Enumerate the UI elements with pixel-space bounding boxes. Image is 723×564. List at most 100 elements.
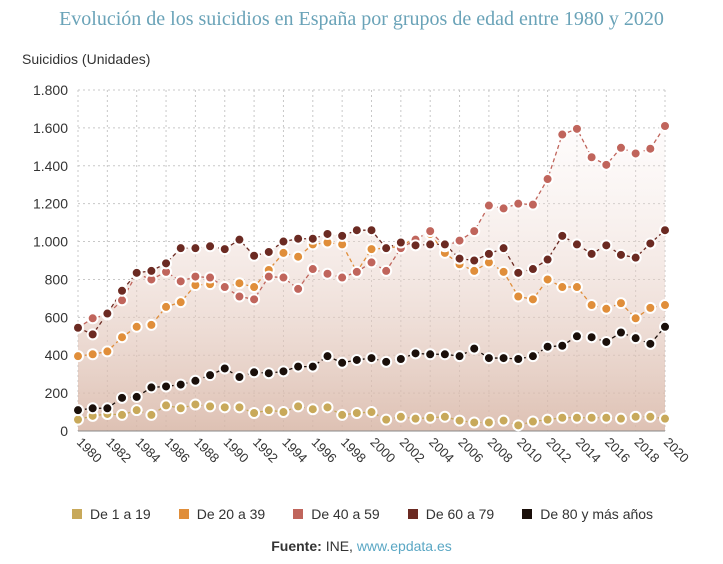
data-point[interactable] bbox=[321, 267, 334, 280]
data-point[interactable] bbox=[248, 407, 261, 420]
data-point[interactable] bbox=[174, 296, 187, 309]
data-point[interactable] bbox=[453, 350, 466, 363]
data-point[interactable] bbox=[424, 225, 437, 238]
data-point[interactable] bbox=[380, 355, 393, 368]
data-point[interactable] bbox=[174, 402, 187, 415]
data-point[interactable] bbox=[570, 330, 583, 343]
data-point[interactable] bbox=[218, 243, 231, 256]
data-point[interactable] bbox=[659, 224, 671, 237]
data-point[interactable] bbox=[468, 225, 481, 238]
data-point[interactable] bbox=[145, 264, 158, 277]
data-point[interactable] bbox=[306, 232, 319, 245]
data-point[interactable] bbox=[629, 251, 642, 264]
data-point[interactable] bbox=[438, 238, 451, 251]
data-point[interactable] bbox=[277, 235, 290, 248]
data-point[interactable] bbox=[204, 369, 217, 382]
legend-item[interactable]: De 40 a 59 bbox=[293, 506, 380, 522]
data-point[interactable] bbox=[512, 419, 525, 432]
data-point[interactable] bbox=[556, 229, 569, 242]
data-point[interactable] bbox=[512, 353, 525, 366]
data-point[interactable] bbox=[160, 257, 173, 270]
data-point[interactable] bbox=[86, 348, 99, 361]
data-point[interactable] bbox=[541, 273, 554, 286]
data-point[interactable] bbox=[365, 224, 378, 237]
data-point[interactable] bbox=[468, 264, 481, 277]
data-point[interactable] bbox=[526, 198, 539, 211]
data-point[interactable] bbox=[556, 339, 569, 352]
data-point[interactable] bbox=[614, 248, 627, 261]
data-point[interactable] bbox=[350, 224, 363, 237]
data-point[interactable] bbox=[321, 227, 334, 240]
data-point[interactable] bbox=[600, 411, 613, 424]
data-point[interactable] bbox=[453, 252, 466, 265]
data-point[interactable] bbox=[659, 412, 671, 425]
data-point[interactable] bbox=[321, 401, 334, 414]
data-point[interactable] bbox=[233, 290, 246, 303]
data-point[interactable] bbox=[659, 119, 671, 132]
data-point[interactable] bbox=[174, 275, 187, 288]
data-point[interactable] bbox=[614, 326, 627, 339]
data-point[interactable] bbox=[248, 249, 261, 262]
data-point[interactable] bbox=[644, 410, 657, 423]
data-point[interactable] bbox=[321, 350, 334, 363]
data-point[interactable] bbox=[174, 242, 187, 255]
data-point[interactable] bbox=[556, 128, 569, 141]
data-point[interactable] bbox=[336, 408, 349, 421]
data-point[interactable] bbox=[292, 360, 305, 373]
data-point[interactable] bbox=[600, 302, 613, 315]
data-point[interactable] bbox=[365, 256, 378, 269]
data-point[interactable] bbox=[409, 412, 422, 425]
data-point[interactable] bbox=[86, 312, 99, 325]
data-point[interactable] bbox=[468, 416, 481, 429]
data-point[interactable] bbox=[644, 237, 657, 250]
data-point[interactable] bbox=[614, 412, 627, 425]
data-point[interactable] bbox=[512, 290, 525, 303]
data-point[interactable] bbox=[585, 331, 598, 344]
data-point[interactable] bbox=[277, 365, 290, 378]
data-point[interactable] bbox=[72, 404, 84, 417]
data-point[interactable] bbox=[526, 293, 539, 306]
data-point[interactable] bbox=[629, 147, 642, 160]
data-point[interactable] bbox=[292, 400, 305, 413]
data-point[interactable] bbox=[526, 415, 539, 428]
data-point[interactable] bbox=[350, 407, 363, 420]
data-point[interactable] bbox=[541, 173, 554, 186]
data-point[interactable] bbox=[365, 243, 378, 256]
legend-item[interactable]: De 20 a 39 bbox=[178, 506, 265, 522]
data-point[interactable] bbox=[438, 348, 451, 361]
data-point[interactable] bbox=[644, 301, 657, 314]
data-point[interactable] bbox=[189, 398, 202, 411]
data-point[interactable] bbox=[262, 270, 275, 283]
data-point[interactable] bbox=[101, 345, 114, 358]
data-point[interactable] bbox=[453, 234, 466, 247]
data-point[interactable] bbox=[409, 239, 422, 252]
data-point[interactable] bbox=[365, 352, 378, 365]
data-point[interactable] bbox=[570, 281, 583, 294]
data-point[interactable] bbox=[116, 284, 129, 297]
data-point[interactable] bbox=[86, 328, 99, 341]
data-point[interactable] bbox=[394, 353, 407, 366]
data-point[interactable] bbox=[306, 263, 319, 276]
data-point[interactable] bbox=[659, 320, 671, 333]
data-point[interactable] bbox=[570, 411, 583, 424]
data-point[interactable] bbox=[248, 293, 261, 306]
data-point[interactable] bbox=[424, 348, 437, 361]
data-point[interactable] bbox=[409, 347, 422, 360]
data-point[interactable] bbox=[482, 416, 495, 429]
data-point[interactable] bbox=[145, 381, 158, 394]
data-point[interactable] bbox=[189, 242, 202, 255]
data-point[interactable] bbox=[292, 250, 305, 263]
data-point[interactable] bbox=[336, 356, 349, 369]
data-point[interactable] bbox=[292, 232, 305, 245]
data-point[interactable] bbox=[614, 141, 627, 154]
data-point[interactable] bbox=[629, 410, 642, 423]
data-point[interactable] bbox=[526, 263, 539, 276]
data-point[interactable] bbox=[453, 414, 466, 427]
data-point[interactable] bbox=[101, 307, 114, 320]
data-point[interactable] bbox=[72, 321, 84, 334]
data-point[interactable] bbox=[189, 270, 202, 283]
data-point[interactable] bbox=[233, 277, 246, 290]
data-point[interactable] bbox=[512, 266, 525, 279]
data-point[interactable] bbox=[512, 197, 525, 210]
data-point[interactable] bbox=[336, 229, 349, 242]
